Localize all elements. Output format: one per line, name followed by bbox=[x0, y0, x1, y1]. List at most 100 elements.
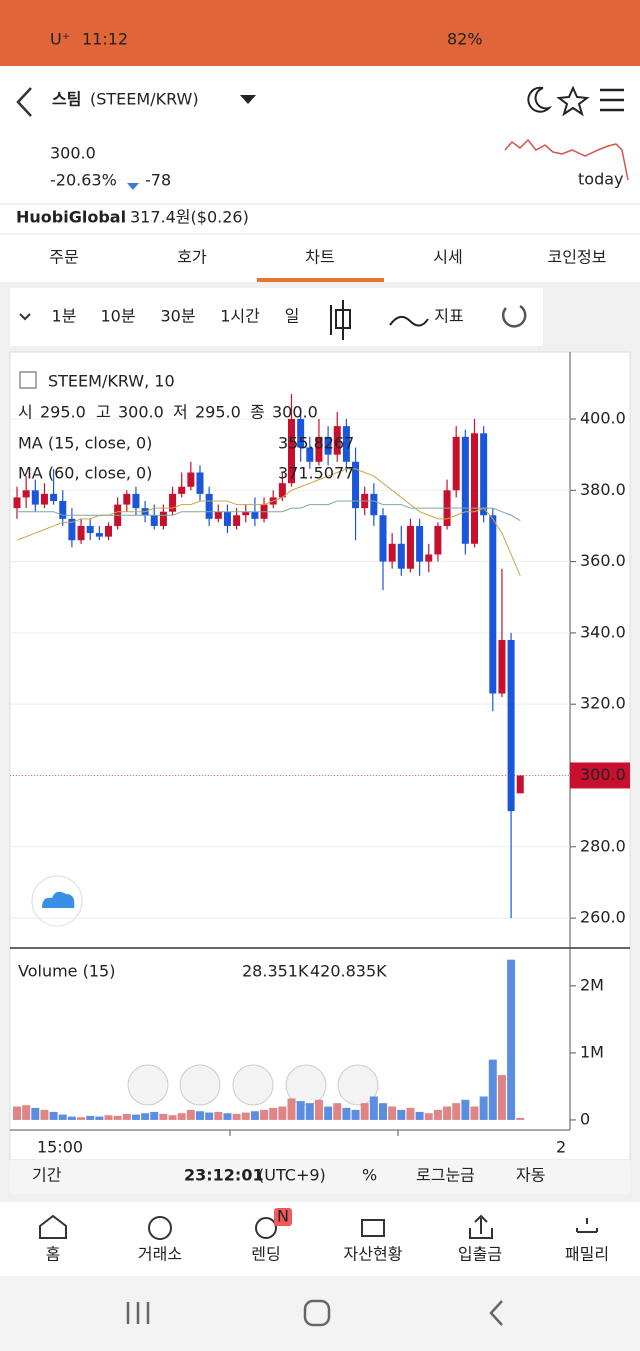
scroll-right[interactable] bbox=[337, 1064, 379, 1106]
lending-icon[interactable] bbox=[255, 1217, 277, 1239]
home-button[interactable] bbox=[303, 1299, 331, 1327]
candle-body bbox=[471, 433, 478, 544]
scroll-left[interactable] bbox=[127, 1064, 169, 1106]
candle-body bbox=[223, 511, 231, 526]
deposit-icon[interactable] bbox=[469, 1214, 493, 1239]
toolbar bbox=[10, 288, 543, 346]
interval[interactable]: 30분 bbox=[160, 307, 195, 326]
dropdown[interactable] bbox=[240, 95, 256, 104]
status-bar bbox=[0, 0, 640, 66]
last-price: 300.0 bbox=[50, 144, 96, 163]
volume-bar bbox=[241, 1112, 250, 1120]
nav-label[interactable]: 입출금 bbox=[458, 1245, 502, 1264]
tab[interactable]: 코인정보 bbox=[548, 248, 607, 267]
y-tick-label: 340.0 bbox=[580, 622, 626, 641]
candle-body bbox=[370, 493, 378, 516]
candle-body bbox=[516, 775, 524, 794]
volume-bar bbox=[131, 1114, 140, 1120]
tab[interactable]: 차트 bbox=[305, 248, 334, 267]
chart-title: STEEM/KRW, 10 bbox=[48, 372, 175, 391]
volume-bar bbox=[278, 1106, 287, 1120]
interval[interactable]: 일 bbox=[285, 307, 300, 326]
back-nav[interactable] bbox=[489, 1300, 503, 1326]
star-icon[interactable] bbox=[556, 85, 590, 117]
clock: 11:12 bbox=[82, 30, 128, 49]
exchange-icon[interactable] bbox=[148, 1216, 172, 1240]
candle-body bbox=[233, 515, 241, 526]
candle-body bbox=[178, 486, 186, 494]
nav-label[interactable]: 홈 bbox=[46, 1245, 61, 1264]
volume-bar bbox=[67, 1116, 76, 1120]
back-button[interactable] bbox=[16, 87, 32, 117]
y-tick-label: 380.0 bbox=[580, 480, 626, 499]
volume-bar bbox=[196, 1111, 204, 1120]
price-tag bbox=[570, 762, 630, 789]
volume-bar bbox=[470, 1106, 479, 1120]
interval[interactable]: 1분 bbox=[52, 307, 77, 326]
candle-body bbox=[425, 554, 433, 562]
zoom-out[interactable] bbox=[179, 1064, 221, 1106]
ohlc-legend: 저 bbox=[173, 403, 188, 422]
bottom-item[interactable]: 자동 bbox=[516, 1166, 545, 1185]
menu-icon[interactable] bbox=[600, 88, 624, 112]
candle-body bbox=[333, 426, 341, 455]
home-icon[interactable] bbox=[39, 1214, 67, 1239]
volume-bar bbox=[369, 1096, 378, 1120]
candle-body bbox=[416, 525, 424, 562]
candle-body bbox=[461, 436, 469, 544]
volume-bar bbox=[150, 1111, 159, 1120]
candle-body bbox=[105, 525, 112, 537]
carrier: U⁺ bbox=[50, 30, 70, 49]
bottom-item[interactable]: % bbox=[362, 1166, 377, 1185]
x-tick-label: 15:00 bbox=[37, 1138, 83, 1157]
collapse-box[interactable] bbox=[19, 371, 37, 389]
y-tick-label: 320.0 bbox=[580, 694, 626, 713]
candle-body bbox=[434, 525, 442, 555]
candle-body bbox=[159, 511, 167, 526]
volume-bar bbox=[406, 1107, 415, 1120]
collapse[interactable] bbox=[19, 313, 31, 321]
candle-body bbox=[214, 511, 222, 519]
sparkline bbox=[504, 138, 629, 181]
volume-bar bbox=[397, 1109, 406, 1120]
tab[interactable]: 주문 bbox=[49, 248, 78, 267]
nav-label[interactable]: 렌딩 bbox=[251, 1245, 280, 1264]
ohlc-legend: 고 bbox=[96, 403, 111, 422]
nav-label[interactable]: 패밀리 bbox=[565, 1245, 609, 1264]
candle-body bbox=[187, 472, 195, 487]
reset[interactable] bbox=[232, 1064, 274, 1106]
tab[interactable]: 호가 bbox=[177, 248, 207, 267]
candle-body bbox=[77, 525, 85, 541]
zoom-controls bbox=[127, 1064, 379, 1106]
candle-icon[interactable] bbox=[330, 300, 351, 340]
volume-bar bbox=[141, 1113, 150, 1120]
bottom-item[interactable]: 로그눈금 bbox=[416, 1166, 475, 1185]
candle-body bbox=[324, 436, 332, 455]
bottom-item[interactable]: 기간 bbox=[32, 1166, 62, 1185]
volume-bar bbox=[232, 1113, 241, 1120]
volume-bar bbox=[360, 1103, 369, 1120]
exchange-name: HuobiGlobal bbox=[16, 208, 126, 227]
family-icon[interactable] bbox=[576, 1218, 598, 1233]
indicator-icon bbox=[389, 315, 429, 327]
candle-body bbox=[297, 419, 305, 448]
recents-button[interactable] bbox=[126, 1302, 150, 1324]
interval[interactable]: 1시간 bbox=[220, 307, 260, 326]
y-tick-label: 0 bbox=[580, 1109, 590, 1128]
nav-label[interactable]: 자산현황 bbox=[344, 1245, 403, 1264]
candle-body bbox=[452, 436, 460, 491]
candle-body bbox=[342, 426, 350, 462]
ma-line bbox=[17, 500, 521, 522]
night-icon[interactable] bbox=[527, 86, 553, 113]
volume-bar bbox=[388, 1106, 397, 1120]
indicator-button[interactable]: 지표 bbox=[434, 307, 463, 326]
volume-bar bbox=[177, 1113, 186, 1120]
volume-bar bbox=[507, 959, 516, 1120]
refresh-button[interactable] bbox=[501, 304, 527, 328]
assets-icon[interactable] bbox=[361, 1219, 385, 1237]
tab[interactable]: 시세 bbox=[433, 248, 462, 267]
interval[interactable]: 10분 bbox=[100, 307, 135, 326]
nav-label[interactable]: 거래소 bbox=[138, 1245, 182, 1264]
bottom-item: (UTC+9) bbox=[258, 1166, 326, 1185]
candle-body bbox=[315, 436, 323, 462]
